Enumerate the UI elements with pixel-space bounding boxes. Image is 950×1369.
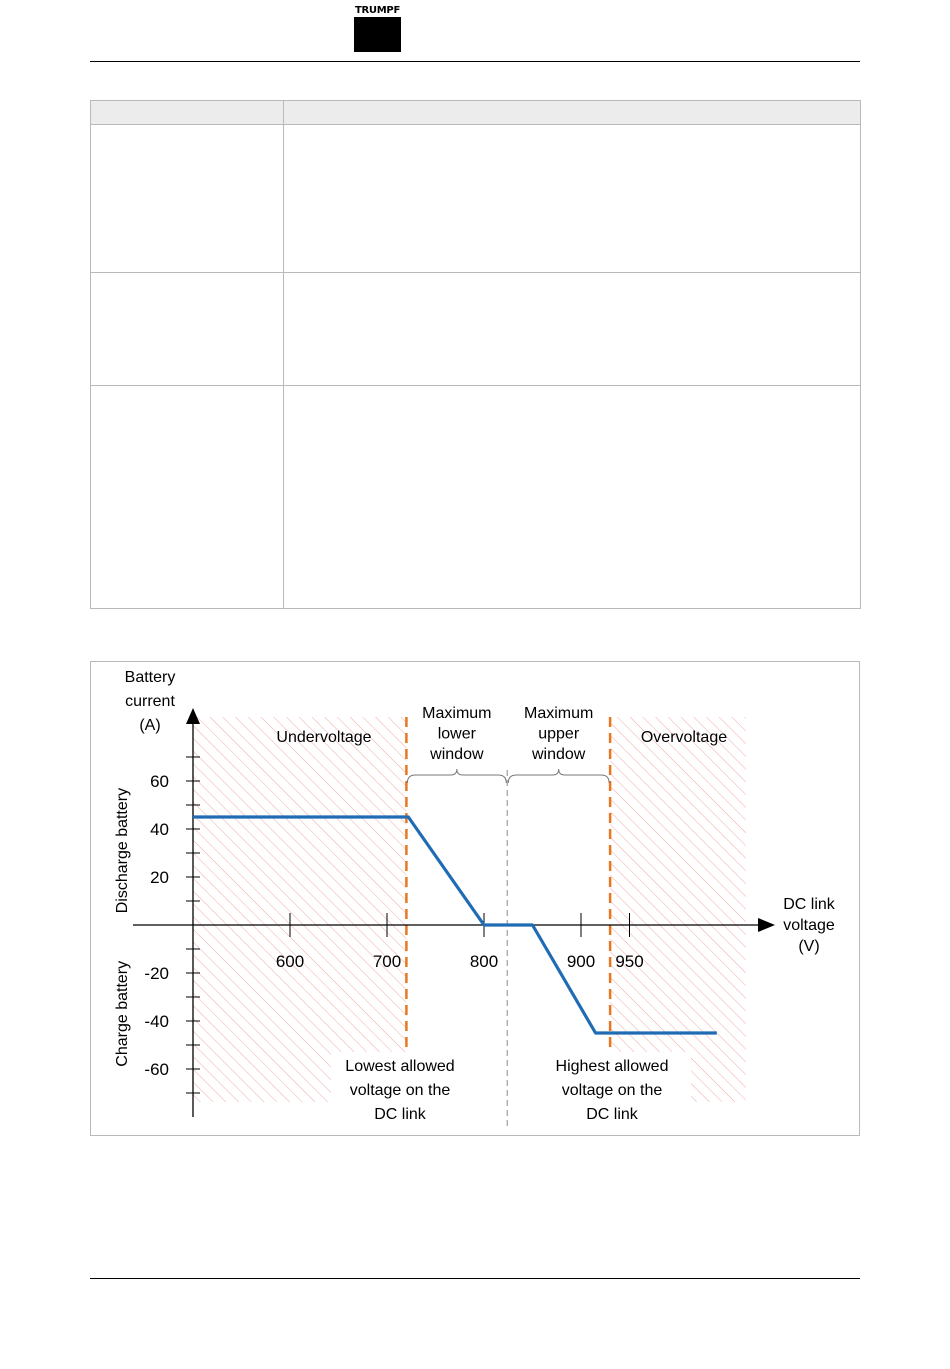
label-mask	[331, 1052, 471, 1108]
highest-voltage-label: Highest allowed voltage on the DC link	[556, 1058, 669, 1123]
table-row	[90, 272, 861, 386]
undervoltage-label: Undervoltage	[276, 729, 371, 746]
table-row	[90, 385, 861, 609]
discharge-battery-label: Discharge battery	[114, 788, 131, 913]
logo-text: TRUMPF	[355, 5, 400, 16]
logo-mark	[354, 17, 401, 52]
window-brace	[507, 768, 610, 784]
undervoltage-region	[193, 717, 407, 1102]
y-tick-label: -20	[144, 964, 169, 983]
header-rule	[90, 61, 860, 62]
footer-rule	[90, 1278, 860, 1279]
x-tick-label: 600	[276, 952, 304, 971]
window-brace	[406, 768, 507, 784]
x-tick-label: 700	[373, 952, 401, 971]
table-cell	[90, 385, 284, 609]
battery-current-chart: Undervoltage Overvoltage Lowest allowed vol…	[114, 669, 836, 1127]
table-header-cell	[283, 100, 861, 125]
y-tick-label: -60	[144, 1060, 169, 1079]
table-cell	[283, 385, 861, 609]
trumpf-logo: TRUMPF	[354, 5, 401, 52]
y-tick-label: -40	[144, 1012, 169, 1031]
lowest-voltage-label: Lowest allowed voltage on the DC link	[345, 1058, 454, 1123]
table-row	[90, 124, 861, 273]
table-cell	[283, 272, 861, 386]
spec-table	[90, 100, 861, 609]
overvoltage-region	[610, 717, 746, 1102]
table-cell	[283, 124, 861, 273]
overvoltage-label: Overvoltage	[641, 729, 727, 746]
max-upper-window-label: Maximum upper window	[524, 705, 593, 763]
y-axis-arrow	[186, 708, 200, 724]
table-header-row	[90, 100, 861, 125]
x-tick-label: 950	[615, 952, 643, 971]
table-header-cell	[90, 100, 284, 125]
y-tick-label: 20	[150, 868, 169, 887]
table-cell	[90, 124, 284, 273]
x-tick-label: 900	[567, 952, 595, 971]
x-tick-label: 800	[470, 952, 498, 971]
max-lower-window-label: Maximum lower window	[422, 705, 491, 763]
x-axis-label: DC link voltage (V)	[783, 896, 836, 955]
chart-figure: Undervoltage Overvoltage Lowest allowed vol…	[90, 661, 860, 1136]
battery-current-line	[193, 815, 717, 1035]
y-axis-label: Battery current (A)	[125, 669, 176, 734]
y-tick-label: 60	[150, 772, 169, 791]
x-axis-arrow	[758, 918, 775, 932]
label-mask	[541, 1052, 691, 1108]
charge-battery-label: Charge battery	[114, 961, 131, 1067]
table-cell	[90, 272, 284, 386]
y-tick-label: 40	[150, 820, 169, 839]
